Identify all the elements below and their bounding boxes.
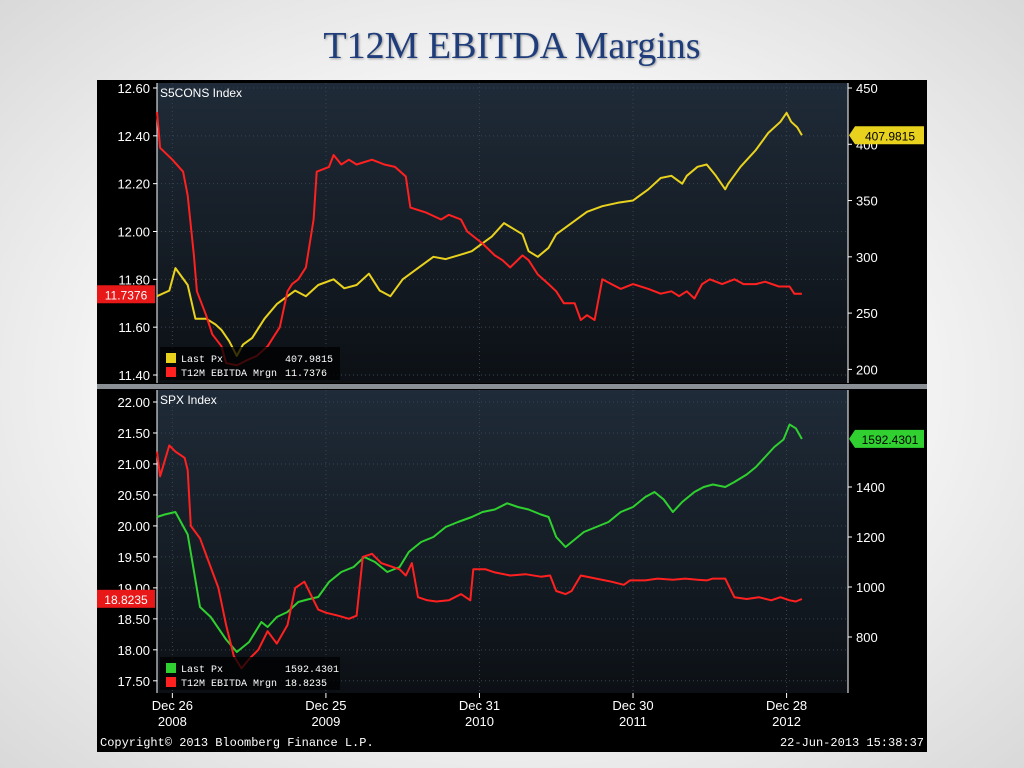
right-tick-label: 800 — [856, 630, 878, 645]
x-tick-label: Dec 26 — [152, 698, 193, 713]
x-tick-year-label: 2008 — [158, 714, 187, 729]
series-line-last-px — [156, 111, 803, 357]
legend-swatch — [166, 677, 176, 687]
x-tick-label: Dec 25 — [305, 698, 346, 713]
left-tick-label: 18.50 — [117, 612, 150, 627]
right-tick-label: 250 — [856, 306, 878, 321]
x-tick-year-label: 2009 — [311, 714, 340, 729]
x-tick-year-label: 2012 — [772, 714, 801, 729]
panel-separator — [97, 384, 927, 389]
legend-box — [160, 657, 340, 690]
right-tick-label: 1200 — [856, 530, 885, 545]
legend-label: T12M EBITDA Mrgn — [181, 369, 277, 380]
right-current-badge — [849, 429, 924, 448]
legend-box — [160, 347, 340, 380]
legend-value: 1592.4301 — [285, 665, 339, 676]
legend-label: Last Px — [181, 665, 223, 676]
copyright-text: Copyright© 2013 Bloomberg Finance L.P. — [100, 736, 374, 750]
left-tick-label: 21.00 — [117, 457, 150, 472]
panel-title: S5CONS Index — [160, 86, 242, 100]
right-tick-label: 350 — [856, 194, 878, 209]
right-tick-label: 1000 — [856, 580, 885, 595]
x-tick-year-label: 2011 — [619, 714, 647, 729]
left-tick-label: 21.50 — [117, 426, 150, 441]
slide-title: T12M EBITDA Margins — [323, 25, 701, 67]
x-tick-label: Dec 28 — [766, 698, 807, 713]
legend-label: Last Px — [181, 355, 223, 366]
legend-swatch — [166, 367, 176, 377]
legend-swatch — [166, 663, 176, 673]
panel-title: SPX Index — [160, 393, 217, 407]
left-tick-label: 12.60 — [117, 81, 150, 96]
right-tick-label: 1400 — [856, 480, 885, 495]
left-tick-label: 18.00 — [117, 643, 150, 658]
left-tick-label: 12.20 — [117, 177, 150, 192]
left-current-value: 11.7376 — [105, 288, 148, 302]
left-current-badge — [97, 285, 155, 304]
bloomberg-chart-terminal: 12.60 12.40 12.20 12.00 11.80 11.60 11.40 450 40… — [97, 80, 927, 752]
legend-swatch — [166, 353, 176, 363]
legend-value: 407.9815 — [285, 355, 333, 366]
right-tick-label: 200 — [856, 362, 878, 377]
left-tick-label: 11.40 — [118, 368, 150, 383]
left-tick-label: 17.50 — [117, 674, 150, 689]
legend-label: T12M EBITDA Mrgn — [181, 679, 277, 690]
left-tick-label: 12.40 — [117, 129, 150, 144]
left-tick-label: 19.50 — [117, 550, 150, 565]
left-tick-label: 22.00 — [117, 395, 150, 410]
timestamp-text: 22-Jun-2013 15:38:37 — [779, 736, 924, 750]
left-tick-label: 12.00 — [117, 225, 150, 240]
chart-panel-1: 12.60 12.40 12.20 12.00 11.80 11.60 11.40 450 40… — [97, 81, 924, 383]
series-line-last-px — [156, 423, 803, 653]
left-tick-label: 20.00 — [117, 519, 150, 534]
legend-value: 11.7376 — [285, 369, 327, 380]
x-tick-label: Dec 31 — [459, 698, 500, 713]
right-tick-label: 450 — [856, 81, 878, 96]
right-tick-label: 300 — [856, 250, 878, 265]
x-tick-year-label: 2010 — [465, 714, 494, 729]
left-current-badge — [97, 589, 155, 608]
right-current-badge — [849, 126, 924, 145]
chart-panel-2: 22.0021.5021.0020.5020.0019.5019.0018.50… — [97, 390, 924, 693]
left-tick-label: 20.50 — [117, 488, 150, 503]
left-current-value: 18.8235 — [104, 593, 148, 607]
right-current-value: 1592.4301 — [862, 433, 919, 447]
legend-value: 18.8235 — [285, 679, 327, 690]
plot-area — [157, 83, 848, 383]
chart-canvas: 12.60 12.40 12.20 12.00 11.80 11.60 11.40 450 40… — [97, 81, 927, 729]
left-tick-label: 11.80 — [118, 272, 150, 287]
x-tick-label: Dec 30 — [612, 698, 653, 713]
plot-area — [157, 390, 848, 693]
right-current-value: 407.9815 — [865, 129, 915, 143]
left-tick-label: 11.60 — [118, 320, 150, 335]
